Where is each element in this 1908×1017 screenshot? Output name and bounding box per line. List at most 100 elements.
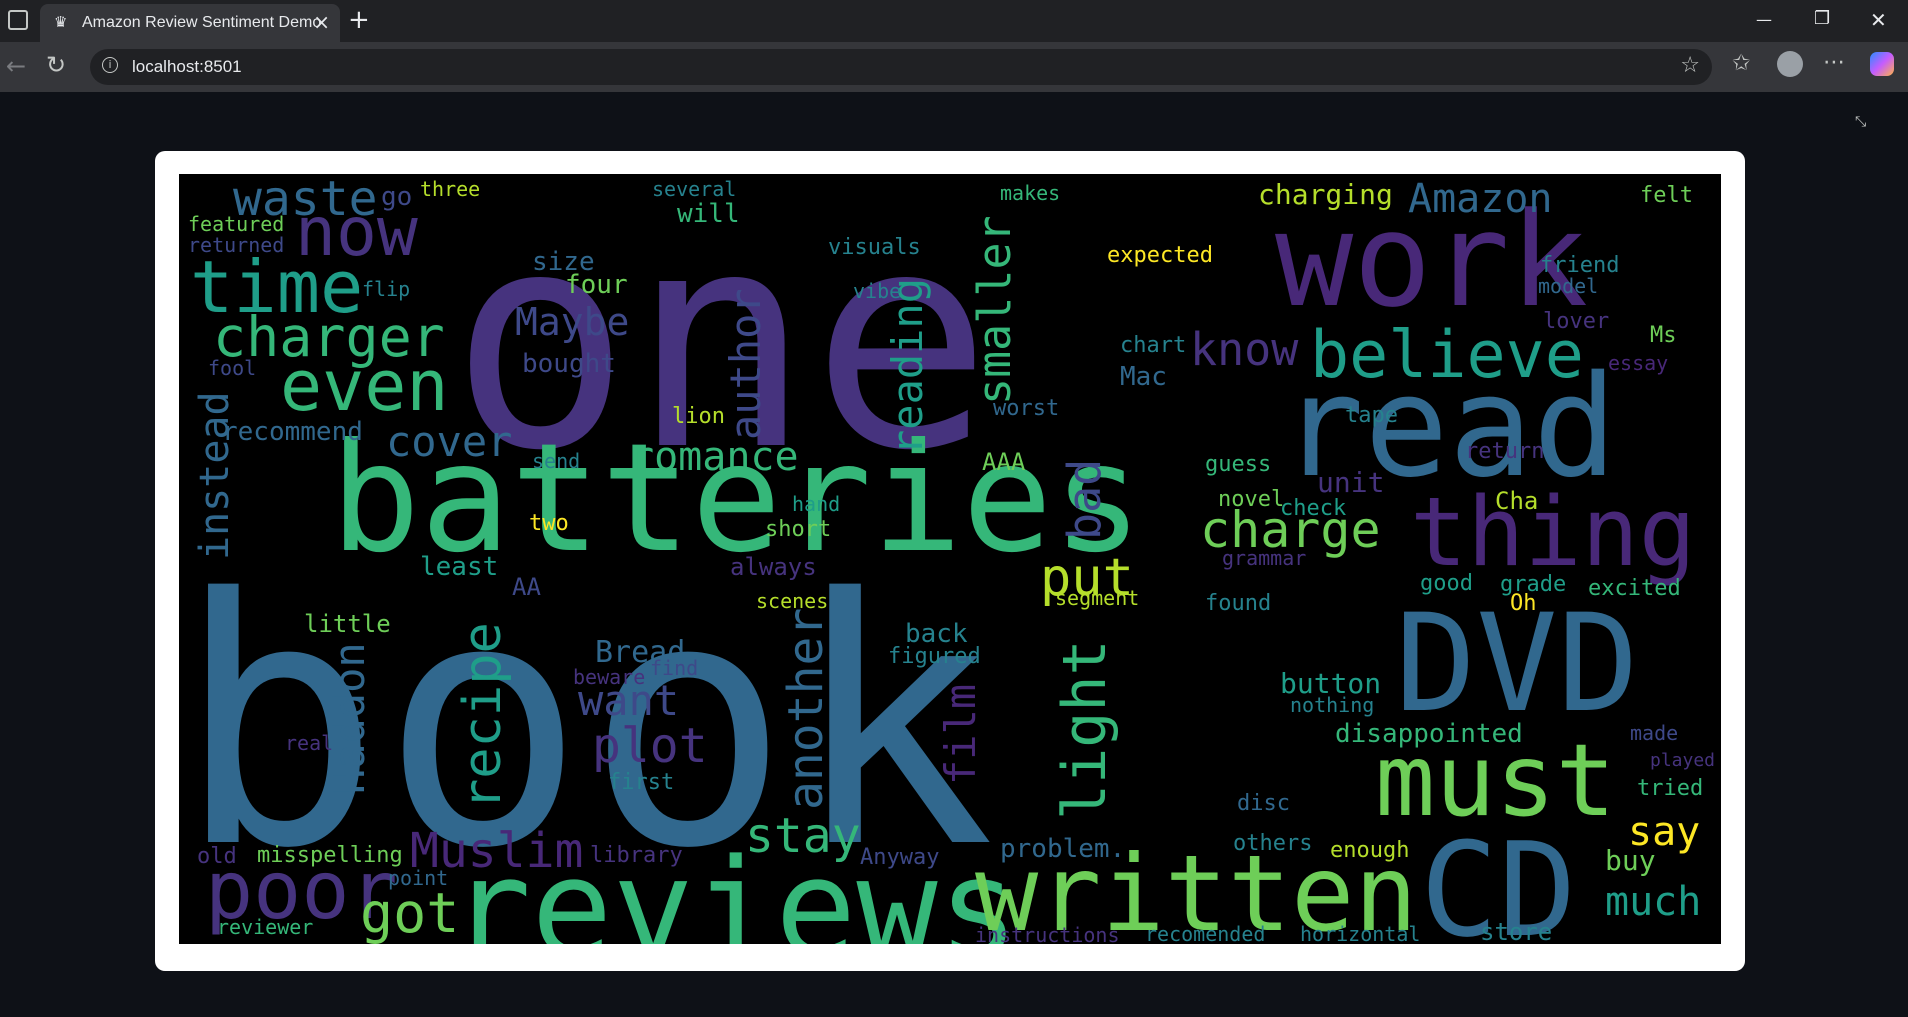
word-charge: charge (1200, 501, 1381, 559)
word-size: size (532, 247, 595, 277)
word-return: return (1465, 439, 1544, 464)
reload-icon[interactable]: ↻ (46, 51, 67, 79)
word-library: library (590, 843, 683, 868)
word-aa: AA (512, 573, 541, 601)
word-figured: figured (888, 644, 981, 669)
word-say: say (1628, 809, 1700, 855)
word-smaller: smaller (968, 215, 1021, 405)
word-found: found (1205, 591, 1271, 616)
word-will: will (677, 199, 740, 229)
word-check: check (1280, 496, 1346, 521)
word-made: made (1630, 721, 1678, 745)
app-content: ⤡ book one batteries reviews written work read… (0, 92, 1908, 1017)
url-text[interactable]: localhost:8501 (132, 57, 242, 76)
word-put: put (1040, 548, 1134, 608)
word-horizontal: horizontal (1300, 922, 1420, 944)
word-three: three (420, 177, 480, 201)
word-guess: guess (1205, 452, 1271, 477)
browser-tab[interactable]: ♛ Amazon Review Sentiment Demo × (40, 4, 340, 42)
word-author: author (721, 288, 770, 440)
word-played: played (1650, 750, 1715, 771)
word-know: know (1190, 323, 1299, 376)
word-now: now (295, 193, 418, 272)
word-fool: fool (208, 356, 256, 380)
back-icon[interactable]: ← (6, 52, 27, 80)
word-essay: essay (1608, 351, 1668, 375)
word-recomended: recomended (1145, 922, 1265, 944)
word-beware: beware (573, 665, 645, 689)
word-misspelling: misspelling (257, 843, 403, 868)
word-written: written (975, 833, 1418, 944)
word-reading: reading (883, 278, 932, 455)
word-cd: CD (1420, 814, 1577, 944)
wordcloud-svg: bookonebatteriesreviewswrittenworkreadth… (179, 174, 1715, 944)
word-others: others (1233, 831, 1312, 856)
word-film: film (936, 684, 985, 785)
word-featured: featured (188, 212, 284, 236)
word-believe: believe (1310, 318, 1584, 393)
star-icon[interactable]: ☆ (1680, 53, 1700, 78)
info-icon[interactable]: i (102, 57, 118, 73)
new-tab-button[interactable]: + (348, 5, 370, 35)
word-oh: Oh (1510, 591, 1537, 616)
word-must: must (1375, 722, 1616, 839)
word-real: real (285, 731, 333, 755)
word-bought: bought (522, 349, 616, 379)
word-two: two (529, 511, 569, 536)
profile-icon[interactable] (1777, 51, 1803, 77)
word-tried: tried (1637, 776, 1703, 801)
word-short: short (765, 517, 831, 542)
more-icon[interactable]: ⋯ (1823, 50, 1845, 75)
sidebar-icon[interactable] (8, 10, 28, 30)
word-reviewer: reviewer (217, 915, 313, 939)
word-visuals: visuals (828, 235, 921, 260)
word-unit: unit (1317, 466, 1384, 499)
collapse-icon[interactable]: ⤡ (1855, 114, 1867, 130)
word-least: least (420, 552, 498, 582)
word-anyway: Anyway (860, 845, 939, 870)
word-nothing: nothing (1290, 693, 1374, 717)
word-flip: flip (362, 277, 410, 301)
word-worst: worst (993, 396, 1059, 421)
word-buy: buy (1605, 844, 1656, 877)
word-find: find (650, 656, 698, 680)
word-cover: cover (386, 417, 512, 466)
word-aaa: AAA (982, 448, 1026, 476)
word-instead: instead (192, 391, 238, 560)
word-mac: Mac (1120, 362, 1167, 392)
minimize-button[interactable]: — (1756, 10, 1772, 29)
word-store: store (1480, 918, 1552, 944)
word-maybe: Maybe (515, 300, 629, 344)
word-charging: charging (1258, 178, 1393, 211)
word-expected: expected (1107, 243, 1213, 268)
wordcloud-card: book one batteries reviews written work read th… (155, 151, 1745, 971)
word-one: one (450, 174, 992, 516)
word-charger: charger (213, 305, 445, 369)
tab-close-icon[interactable]: × (313, 10, 330, 34)
word-segment: segment (1055, 586, 1139, 610)
favorites-icon[interactable]: ✩ (1732, 51, 1751, 76)
word-excited: excited (1588, 576, 1681, 601)
word-novel: novel (1218, 487, 1284, 512)
word-time: time (190, 245, 363, 329)
close-window-button[interactable]: ✕ (1870, 8, 1887, 32)
word-several: several (652, 177, 736, 201)
word-chart: chart (1120, 333, 1186, 358)
word-disappointed: disappointed (1335, 719, 1523, 749)
word-dvd: DVD (1395, 585, 1639, 742)
restore-button[interactable]: ❐ (1814, 8, 1831, 29)
address-bar[interactable]: i localhost:8501 ☆ (90, 49, 1712, 85)
word-bad: bad (1058, 459, 1111, 540)
word-scenes: scenes (756, 589, 828, 613)
word-even: even (280, 345, 449, 427)
word-grade: grade (1500, 572, 1566, 597)
tab-title: Amazon Review Sentiment Demo (82, 14, 322, 31)
word-haddon: Haddon (325, 642, 374, 794)
word-poor: poor (205, 844, 398, 937)
word-makes: makes (1000, 181, 1060, 205)
copilot-icon[interactable] (1870, 52, 1894, 76)
crown-favicon-icon: ♛ (54, 13, 68, 31)
word-ms: Ms (1650, 323, 1677, 348)
word-muslim: Muslim (410, 823, 583, 879)
word-thing: thing (1410, 478, 1696, 588)
